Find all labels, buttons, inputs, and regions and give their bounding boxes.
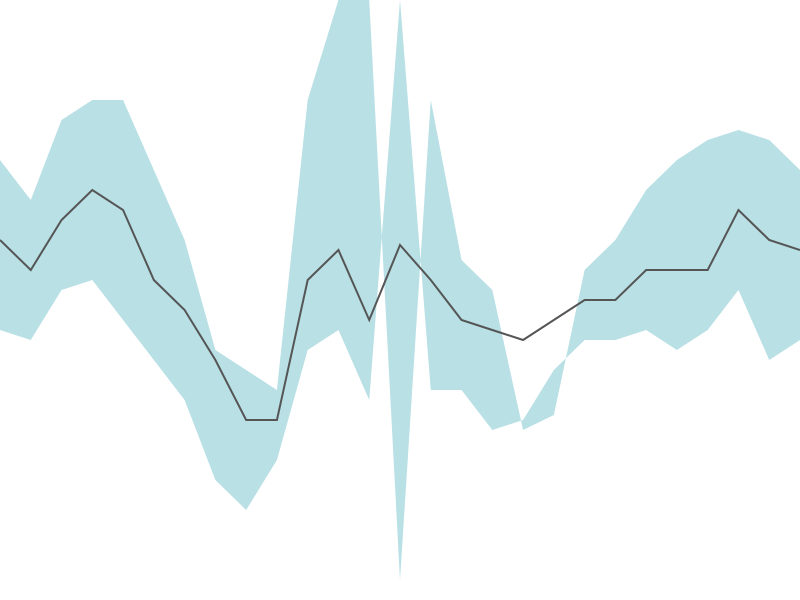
confidence-band-chart xyxy=(0,0,800,600)
chart-svg xyxy=(0,0,800,600)
